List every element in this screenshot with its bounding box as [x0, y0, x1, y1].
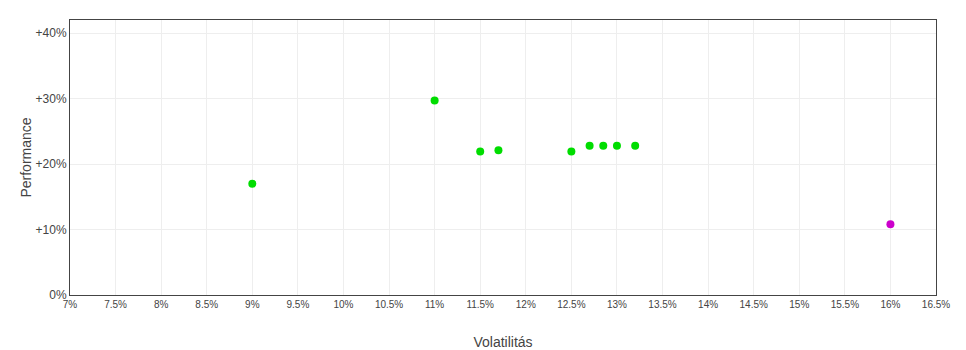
svg-text:9%: 9%: [245, 299, 260, 310]
svg-text:15%: 15%: [789, 299, 809, 310]
svg-text:11%: 11%: [425, 299, 444, 310]
svg-text:10%: 10%: [333, 299, 353, 310]
svg-text:Volatilitás: Volatilitás: [473, 334, 532, 350]
svg-text:0%: 0%: [49, 288, 67, 302]
svg-text:15.5%: 15.5%: [831, 299, 859, 310]
svg-text:8%: 8%: [154, 299, 169, 310]
svg-text:13.5%: 13.5%: [648, 299, 676, 310]
svg-text:14.5%: 14.5%: [740, 299, 768, 310]
svg-text:12%: 12%: [516, 299, 536, 310]
svg-text:+40%: +40%: [36, 26, 67, 40]
svg-text:7%: 7%: [63, 299, 78, 310]
svg-text:8.5%: 8.5%: [195, 299, 218, 310]
svg-text:11.5%: 11.5%: [466, 299, 494, 310]
svg-text:16.5%: 16.5%: [922, 299, 950, 310]
svg-text:14%: 14%: [698, 299, 718, 310]
svg-text:16%: 16%: [880, 299, 900, 310]
svg-text:Performance: Performance: [18, 117, 34, 197]
svg-text:9.5%: 9.5%: [286, 299, 309, 310]
svg-text:10.5%: 10.5%: [375, 299, 403, 310]
svg-text:+10%: +10%: [36, 223, 67, 237]
svg-text:12.5%: 12.5%: [557, 299, 585, 310]
svg-text:7.5%: 7.5%: [104, 299, 127, 310]
svg-text:13%: 13%: [607, 299, 627, 310]
svg-text:+30%: +30%: [36, 92, 67, 106]
svg-text:+20%: +20%: [36, 157, 67, 171]
